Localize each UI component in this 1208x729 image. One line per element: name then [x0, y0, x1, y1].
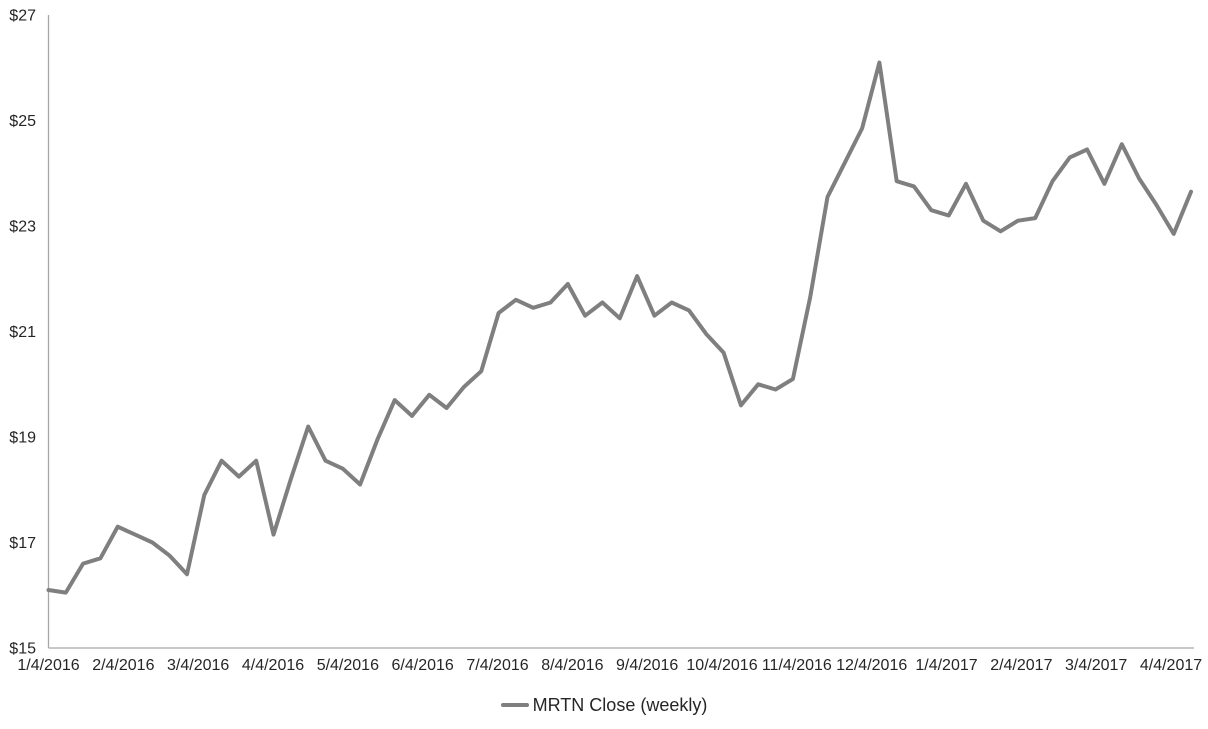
x-tick-label: 6/4/2016 — [392, 657, 454, 674]
legend-label: MRTN Close (weekly) — [532, 695, 708, 715]
y-tick-label: $17 — [9, 535, 36, 552]
y-tick-label: $19 — [9, 430, 36, 447]
series-line — [46, 60, 1193, 595]
y-tick-label: $27 — [9, 8, 36, 25]
x-tick-label: 7/4/2016 — [466, 657, 528, 674]
x-tick-label: 12/4/2016 — [836, 657, 907, 674]
x-tick-label: 3/4/2017 — [1065, 657, 1127, 674]
y-tick-label: $23 — [9, 219, 36, 236]
legend-line-swatch — [500, 703, 529, 707]
x-tick-label: 11/4/2016 — [762, 657, 832, 674]
x-tick-label: 5/4/2016 — [317, 657, 379, 674]
x-tick-label: 2/4/2016 — [92, 657, 154, 674]
y-tick-label: $25 — [9, 113, 36, 130]
x-tick-label: 2/4/2017 — [990, 657, 1052, 674]
x-tick-label: 1/4/2017 — [915, 657, 977, 674]
x-tick-label: 1/4/2016 — [17, 657, 79, 674]
x-tick-label: 4/4/2017 — [1140, 657, 1202, 674]
x-tick-label: 4/4/2016 — [242, 657, 304, 674]
x-tick-label: 8/4/2016 — [541, 657, 603, 674]
x-tick-label: 9/4/2016 — [616, 657, 678, 674]
legend: MRTN Close (weekly) — [0, 692, 1208, 718]
x-tick-label: 3/4/2016 — [167, 657, 229, 674]
x-tick-label: 10/4/2016 — [686, 657, 757, 674]
y-tick-label: $21 — [9, 324, 36, 341]
y-tick-label: $15 — [9, 641, 36, 658]
